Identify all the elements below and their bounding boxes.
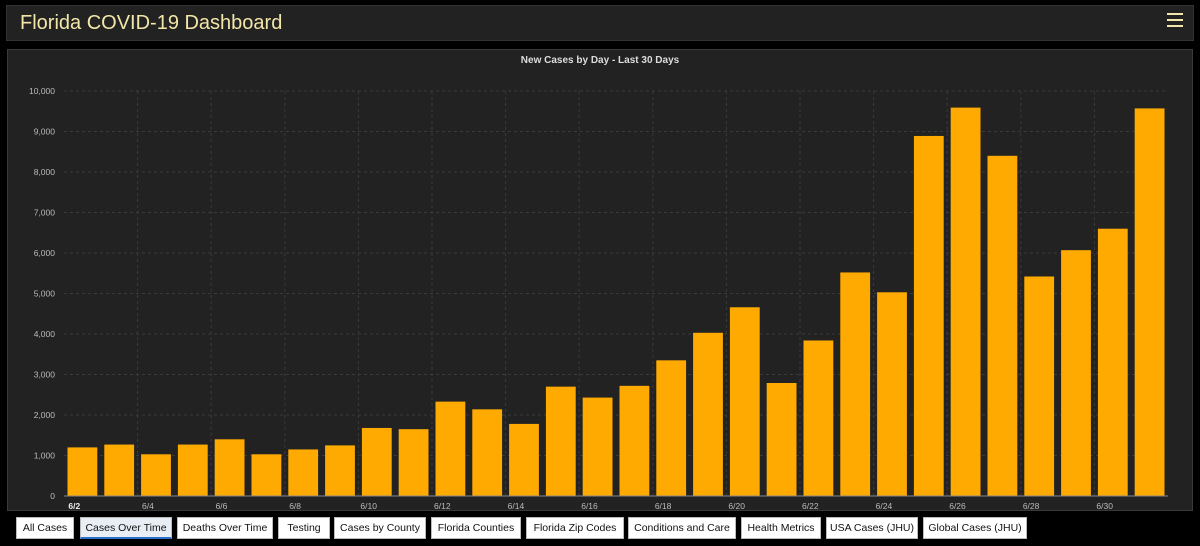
bar-6-23 [840, 272, 871, 496]
y-tick-label: 2,000 [34, 410, 56, 420]
bar-6-24 [877, 292, 907, 496]
tab-bar: All Cases Cases Over Time Deaths Over Time… [0, 513, 1200, 546]
tab-all-cases[interactable]: All Cases [16, 517, 74, 539]
x-tick-label: 6/8 [289, 501, 301, 511]
x-tick-label: 6/16 [581, 501, 598, 511]
y-tick-label: 0 [50, 491, 55, 501]
chart-title: New Cases by Day - Last 30 Days [520, 55, 680, 66]
bar-6-11 [398, 429, 429, 496]
chart-panel: New Cases by Day - Last 30 Days 0 1,000 2,… [7, 49, 1193, 511]
bar-6-28 [1024, 276, 1055, 496]
y-tick-label: 10,000 [29, 86, 55, 96]
bar-6-29 [1061, 250, 1091, 496]
x-tick-label: 6/26 [949, 501, 966, 511]
x-tick-label: 6/14 [508, 501, 525, 511]
x-tick-label: 6/20 [728, 501, 745, 511]
x-tick-label: 6/4 [142, 501, 154, 511]
tab-conditions-and-care[interactable]: Conditions and Care [628, 517, 736, 539]
x-tick-label: 6/30 [1096, 501, 1113, 511]
bar-6-4 [141, 454, 171, 496]
tab-usa-cases-jhu[interactable]: USA Cases (JHU) [826, 517, 918, 539]
app-header: Florida COVID-19 Dashboard [6, 5, 1194, 41]
bar-6-2 [67, 447, 98, 496]
tab-deaths-over-time[interactable]: Deaths Over Time [177, 517, 273, 539]
bar-6-30 [1097, 228, 1128, 496]
bar-6-16 [582, 397, 613, 496]
x-tick-label: 6/18 [655, 501, 672, 511]
menu-line [1167, 19, 1183, 21]
menu-line [1167, 13, 1183, 15]
y-tick-label: 5,000 [34, 289, 56, 299]
bar-6-6 [214, 439, 245, 496]
bar-6-21 [766, 383, 797, 496]
y-tick-label: 3,000 [34, 370, 56, 380]
bar-6-12 [435, 401, 466, 496]
bar-6-17 [619, 385, 650, 496]
tab-health-metrics[interactable]: Health Metrics [741, 517, 821, 539]
bar-6-15 [545, 386, 576, 496]
bar-6-7 [251, 454, 282, 496]
y-tick-label: 6,000 [34, 248, 56, 258]
bar-6-27 [987, 155, 1018, 497]
tab-florida-counties[interactable]: Florida Counties [431, 517, 521, 539]
bar-6-26 [950, 107, 981, 497]
bar-6-13 [472, 409, 503, 496]
bar-6-19 [693, 332, 723, 496]
y-tick-label: 7,000 [34, 208, 56, 218]
y-tick-label: 8,000 [34, 167, 56, 177]
y-tick-label: 1,000 [34, 451, 56, 461]
hamburger-menu-icon[interactable] [1167, 13, 1183, 27]
bar-6-18 [656, 360, 687, 496]
tab-cases-over-time[interactable]: Cases Over Time [80, 517, 172, 539]
bar-6-14 [509, 423, 539, 496]
x-tick-label: 6/24 [876, 501, 893, 511]
x-tick-label: 6/28 [1023, 501, 1040, 511]
bar-6-8 [288, 449, 319, 496]
app-title: Florida COVID-19 Dashboard [20, 12, 283, 34]
tab-global-cases-jhu[interactable]: Global Cases (JHU) [923, 517, 1027, 539]
x-tick-label: 6/10 [360, 501, 377, 511]
bar-6-25 [913, 135, 944, 496]
menu-line [1167, 25, 1183, 27]
tab-florida-zip-codes[interactable]: Florida Zip Codes [526, 517, 624, 539]
bar-7-1 [1134, 108, 1165, 496]
tab-testing[interactable]: Testing [278, 517, 330, 539]
x-tick-label: 6/2 [68, 501, 80, 511]
bar-6-22 [803, 340, 834, 496]
bar-6-5 [177, 444, 208, 496]
y-tick-label: 4,000 [34, 329, 56, 339]
tab-cases-by-county[interactable]: Cases by County [334, 517, 426, 539]
bar-6-10 [361, 427, 392, 496]
x-tick-label: 6/22 [802, 501, 819, 511]
bar-chart: 0 1,000 2,000 3,000 4,000 5,000 6,000 7,000 8,00… [29, 86, 1168, 511]
x-tick-label: 6/12 [434, 501, 451, 511]
bar-6-3 [104, 444, 135, 496]
bar-6-20 [729, 307, 760, 496]
y-tick-label: 9,000 [34, 127, 56, 137]
bar-6-9 [325, 445, 355, 496]
x-tick-label: 6/6 [216, 501, 228, 511]
